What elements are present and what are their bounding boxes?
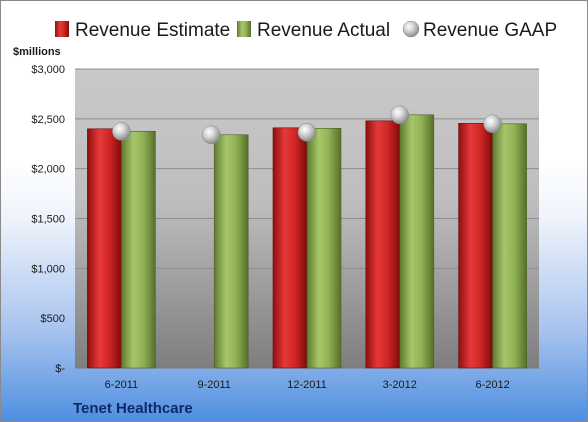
marker-revenue-gaap <box>112 122 131 141</box>
legend-label: Revenue GAAP <box>423 20 557 41</box>
y-tick-label: $500 <box>41 313 65 325</box>
legend: Revenue Estimate Revenue Actual Revenue GA… <box>55 20 557 41</box>
x-axis-ticks: 6-2011 9-2011 12-2011 3-2012 6-2012 <box>105 379 510 391</box>
y-tick-label: $3,000 <box>31 64 65 76</box>
legend-label: Revenue Estimate <box>75 20 230 41</box>
legend-swatch-revenue-estimate <box>55 21 69 37</box>
bar-revenue-actual <box>213 134 249 369</box>
y-tick-label: $2,000 <box>31 164 65 176</box>
company-name: Tenet Healthcare <box>73 400 193 417</box>
y-tick-label: $1,000 <box>31 263 65 275</box>
y-axis-unit-label: $millions <box>13 46 61 58</box>
marker-revenue-gaap <box>390 105 410 125</box>
x-tick-label: 6-2011 <box>105 379 138 391</box>
marker-revenue-gaap <box>201 125 221 145</box>
bar-revenue-estimate <box>87 128 122 369</box>
bar-revenue-estimate <box>458 123 493 369</box>
bar-revenue-actual <box>399 114 435 369</box>
legend-label: Revenue Actual <box>257 20 390 41</box>
x-tick-label: 6-2012 <box>475 379 509 391</box>
x-tick-label: 12-2011 <box>287 379 327 391</box>
bar-revenue-estimate <box>365 120 401 369</box>
gaap-markers <box>112 105 502 145</box>
marker-revenue-gaap <box>297 123 317 142</box>
bar-revenue-actual <box>306 128 342 369</box>
legend-swatch-revenue-actual <box>237 21 251 37</box>
y-tick-label: $1,500 <box>31 214 65 226</box>
x-tick-label: 9-2011 <box>197 379 230 391</box>
bar-revenue-actual <box>492 123 527 369</box>
bar-revenue-actual <box>121 130 156 369</box>
x-tick-label: 3-2012 <box>383 379 417 391</box>
bars <box>87 114 527 369</box>
y-tick-label: $2,500 <box>31 114 65 126</box>
y-tick-label: $- <box>55 363 65 375</box>
legend-swatch-revenue-gaap <box>402 20 420 38</box>
y-axis-ticks: $- $500 $1,000 $1,500 $2,000 $2,500 $3,000 <box>31 64 65 375</box>
bar-revenue-estimate <box>272 127 308 369</box>
marker-revenue-gaap <box>483 114 502 134</box>
